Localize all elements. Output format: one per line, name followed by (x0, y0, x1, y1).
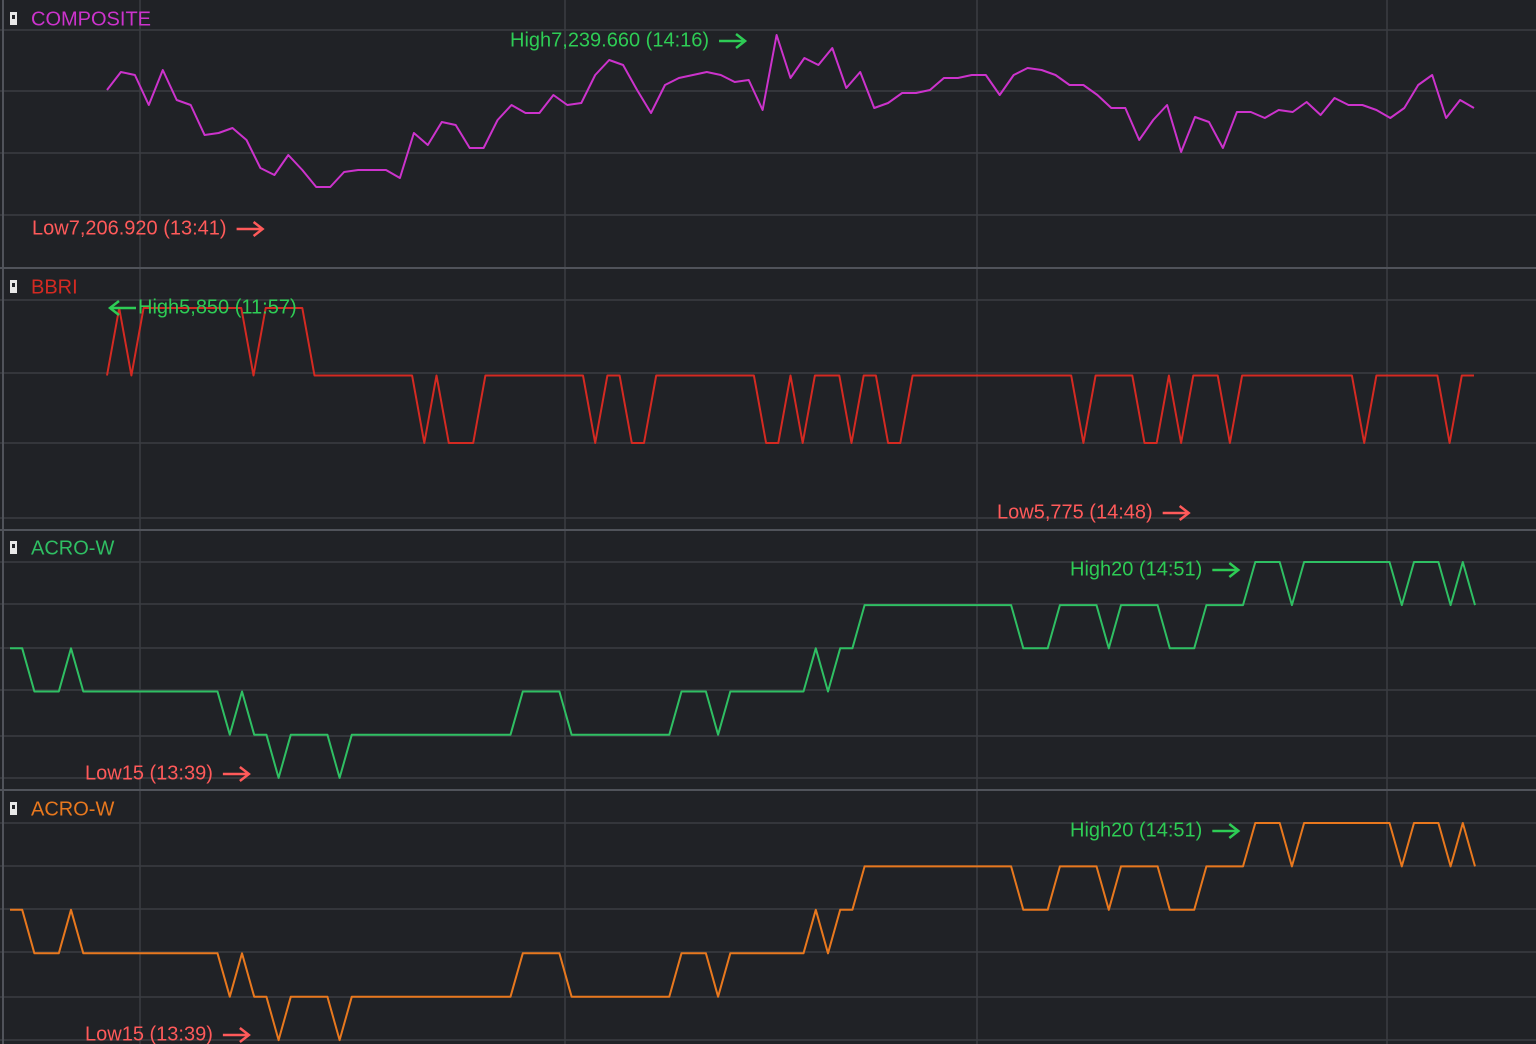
arrow-head (1228, 562, 1241, 578)
annotation-arrow (1162, 505, 1191, 521)
arrow-head (1228, 823, 1241, 839)
price-line (106, 307, 1474, 444)
annotation-arrow (1212, 823, 1241, 839)
panel-icon-mark (12, 15, 15, 19)
arrow-head (239, 1027, 251, 1043)
panel-title: BBRI (31, 276, 78, 298)
annotation-label: Low5,775 (14:48) (997, 501, 1153, 523)
annotation-arrow (107, 300, 136, 316)
annotation-label: Low7,206.920 (13:41) (32, 217, 227, 239)
annotation-arrow (719, 33, 748, 49)
arrow-head (735, 33, 748, 49)
arrow-head (107, 300, 120, 316)
panel-title: COMPOSITE (31, 8, 151, 30)
annotation-arrow (222, 1027, 251, 1043)
arrow-head (1178, 505, 1191, 521)
annotation-label: High20 (14:51) (1070, 819, 1202, 841)
panel-icon-mark (12, 283, 15, 287)
panel-title: ACRO-W (31, 798, 114, 820)
annotation-arrow (1212, 562, 1241, 578)
panel-title: ACRO-W (31, 537, 114, 559)
annotation-arrow (222, 766, 251, 782)
panel-icon-mark (12, 805, 15, 809)
annotation-label: High5,850 (11:57) (138, 296, 297, 318)
annotation-label: Low15 (13:39) (85, 762, 213, 784)
annotation-label: Low15 (13:39) (85, 1023, 213, 1044)
price-line (106, 34, 1475, 188)
arrow-head (239, 766, 251, 782)
price-line (10, 822, 1476, 1042)
panel-icon-mark (12, 544, 15, 548)
annotation-arrow (236, 221, 265, 237)
arrow-head (252, 221, 265, 237)
annotation-label: High20 (14:51) (1070, 558, 1202, 580)
annotation-label: High7,239.660 (14:16) (510, 29, 709, 51)
price-line (10, 561, 1476, 779)
